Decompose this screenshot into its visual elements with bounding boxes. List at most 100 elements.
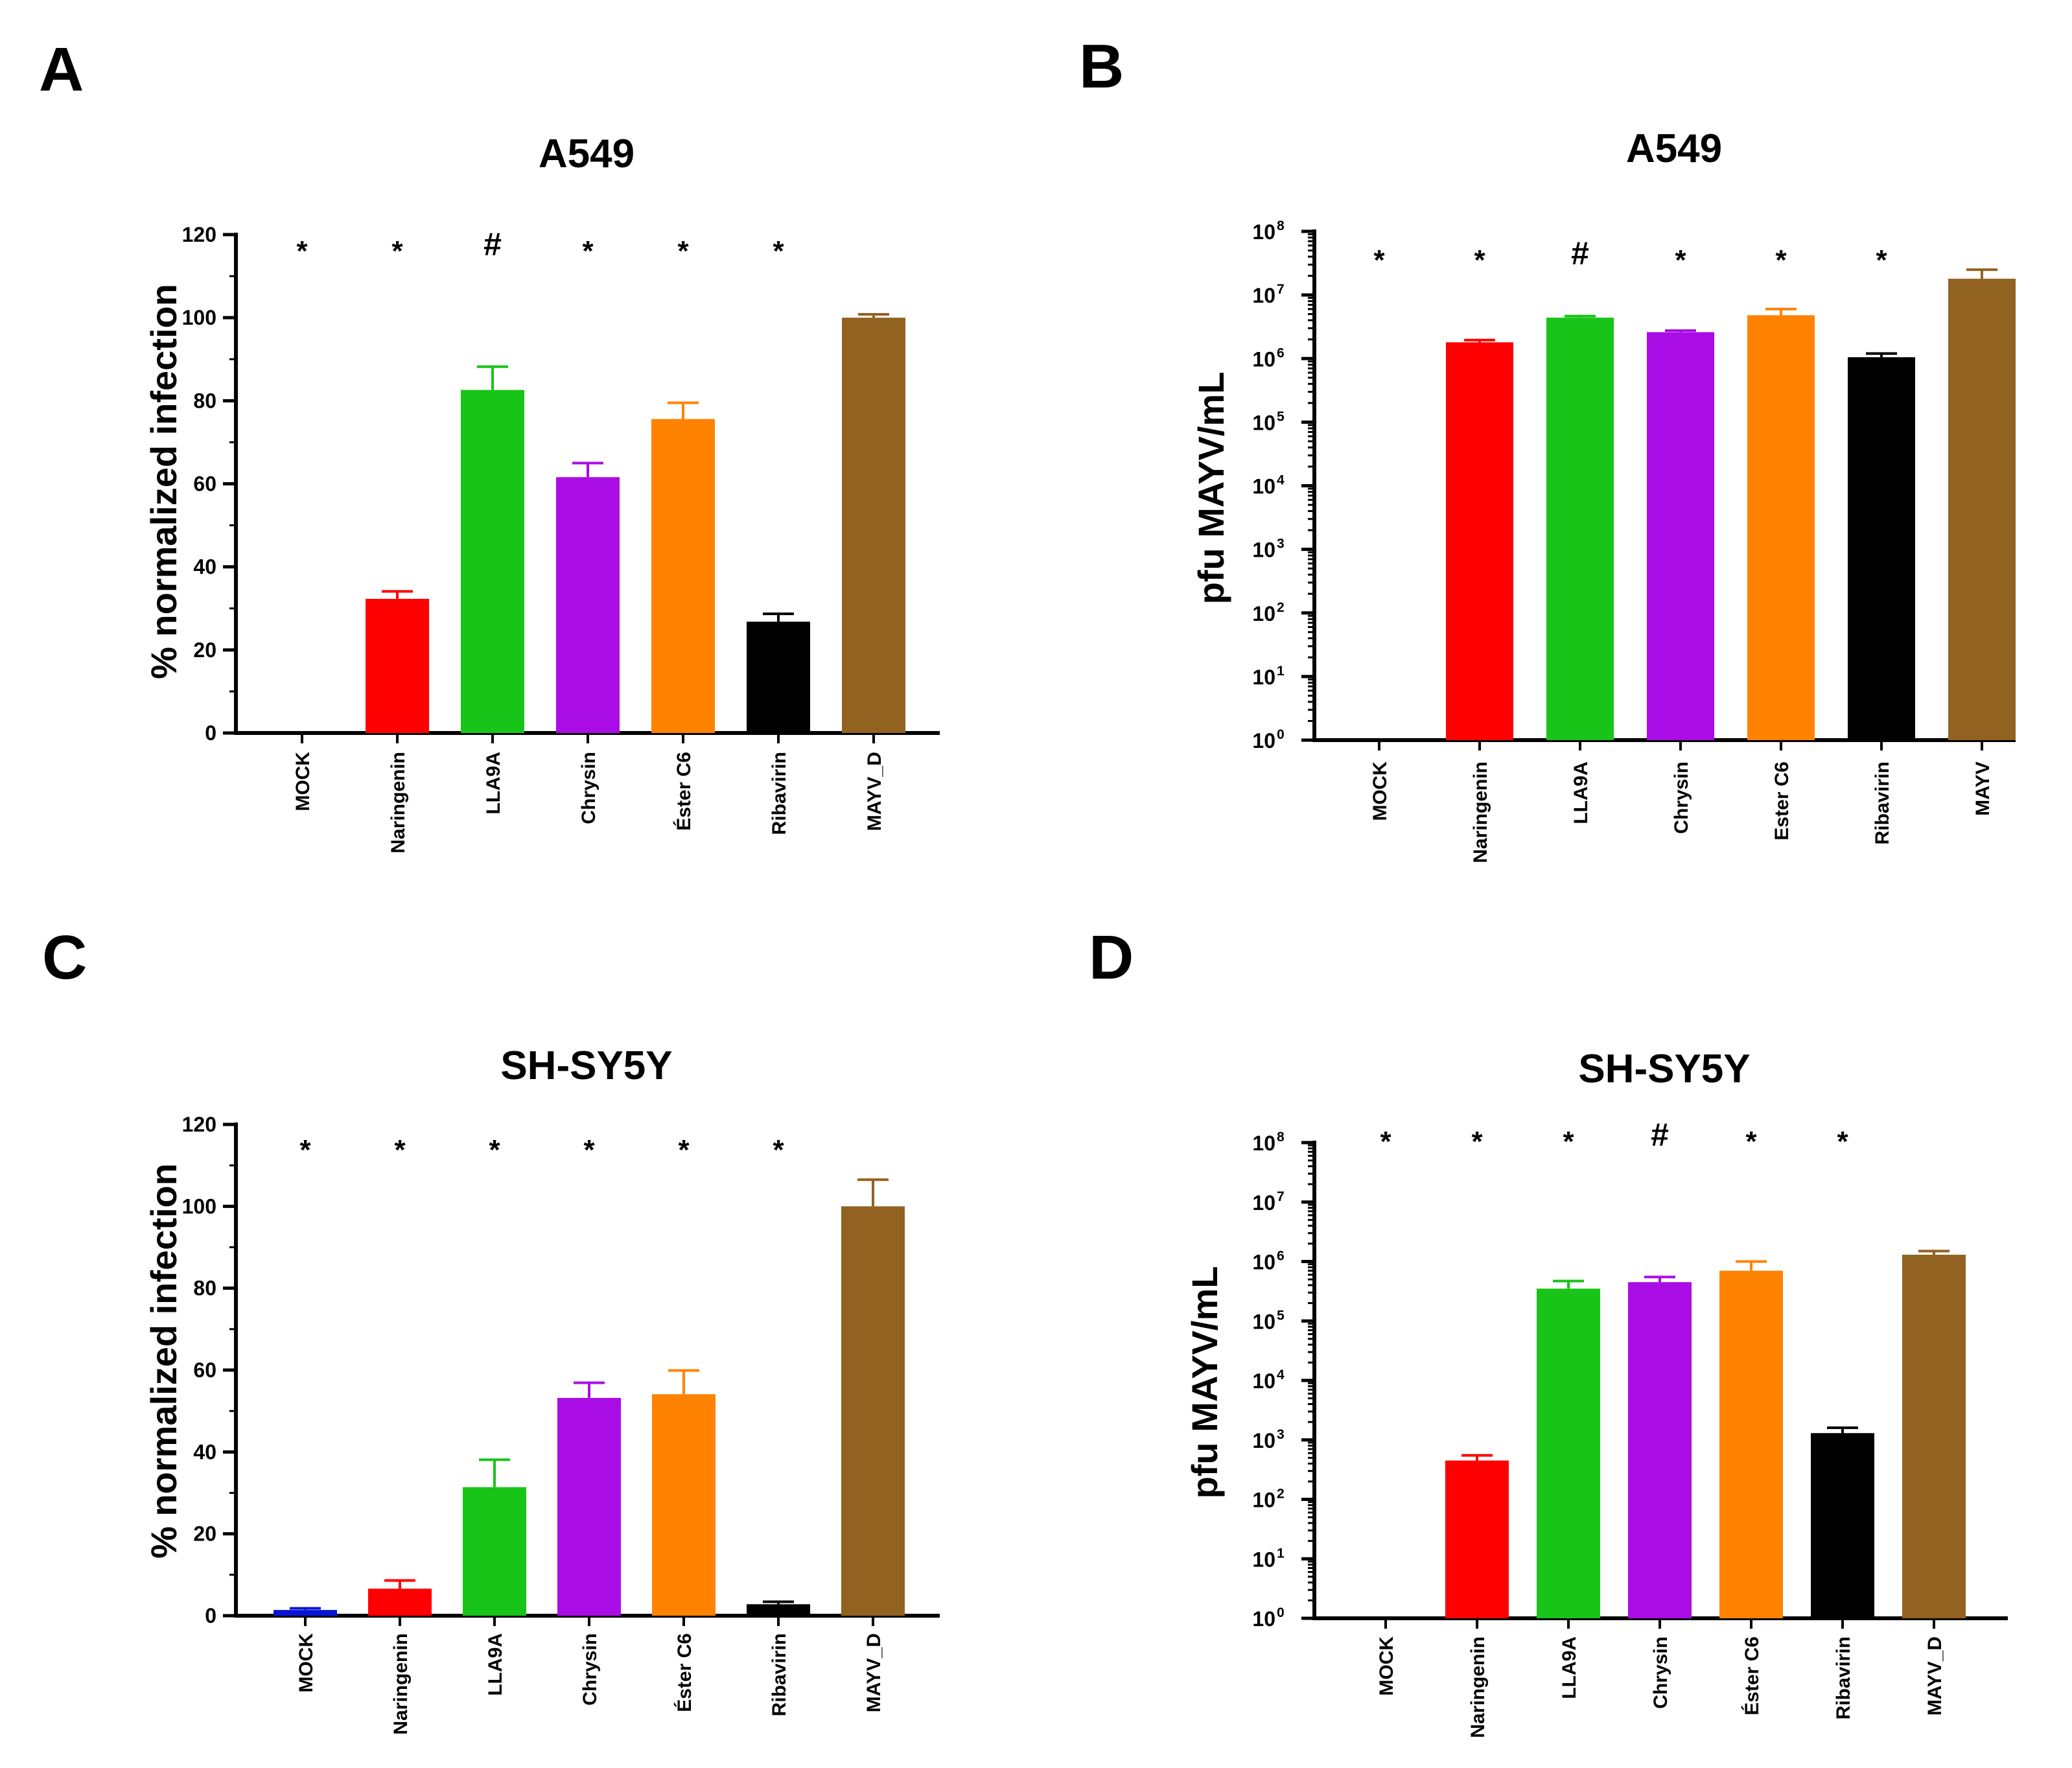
x-tick-label: MAYV — [1972, 762, 1994, 816]
y-tick-exponent: 5 — [1277, 1308, 1285, 1323]
x-tick-label: Chrysin — [578, 752, 599, 824]
x-tick-label: LLA9A — [1570, 762, 1592, 824]
y-tick-label: 10 — [1252, 220, 1275, 244]
significance-mark: * — [678, 1134, 690, 1166]
bar-naringenin — [1445, 1460, 1509, 1618]
significance-mark: * — [1474, 244, 1485, 276]
y-tick-exponent: 2 — [1277, 1487, 1285, 1502]
bar-naringenin — [368, 1588, 432, 1616]
bar-lla9a — [461, 390, 524, 733]
bar--ster-c6 — [651, 419, 715, 733]
y-tick-exponent: 7 — [1277, 1189, 1285, 1204]
y-tick-exponent: 4 — [1277, 473, 1285, 488]
x-tick-label: MAYV_D — [863, 1633, 885, 1712]
bar-ribavirin — [747, 622, 810, 733]
y-tick-label: 10 — [1252, 1191, 1275, 1215]
x-tick-label: Chrysin — [579, 1633, 601, 1706]
y-tick-exponent: 2 — [1277, 600, 1285, 615]
significance-mark: * — [773, 1134, 784, 1166]
bar-mayv-d — [841, 1206, 905, 1616]
significance-mark: * — [1876, 244, 1887, 276]
significance-mark: * — [394, 1134, 406, 1166]
x-tick-label: MOCK — [292, 752, 314, 811]
x-tick-label: Naringenin — [1470, 762, 1491, 863]
significance-mark: * — [1471, 1126, 1483, 1157]
x-tick-label: Éster C6 — [673, 752, 695, 831]
bar-chrysin — [1647, 332, 1714, 740]
bar-chrysin — [556, 477, 620, 733]
chart-title-b: A549 — [1626, 126, 1722, 171]
bar-mayv-d — [842, 318, 905, 734]
y-tick-label: 10 — [1252, 284, 1275, 307]
x-tick-label: Chrysin — [1671, 762, 1692, 834]
y-tick-label: 10 — [1252, 1310, 1275, 1333]
x-tick-label: Naringenin — [388, 752, 409, 854]
significance-mark: * — [1775, 244, 1787, 276]
y-axis-label-d: pfu MAYV/mL — [1184, 1266, 1225, 1499]
x-tick-label: Ribavirin — [769, 1633, 790, 1716]
significance-mark: # — [1571, 235, 1589, 272]
x-tick-label: Naringenin — [1467, 1636, 1489, 1738]
y-tick-label: 100 — [182, 1194, 216, 1218]
y-tick-label: 10 — [1252, 1429, 1275, 1452]
y-tick-label: 60 — [193, 472, 216, 496]
significance-mark: * — [583, 1134, 595, 1166]
significance-mark: # — [483, 226, 502, 262]
y-tick-exponent: 0 — [1277, 1605, 1285, 1620]
y-tick-label: 0 — [205, 721, 216, 745]
bar-naringenin — [366, 599, 429, 733]
significance-mark: * — [489, 1134, 500, 1166]
y-tick-exponent: 1 — [1277, 1546, 1285, 1561]
y-tick-label: 40 — [193, 1440, 216, 1463]
x-tick-label: MAYV_D — [864, 752, 885, 831]
bar--ster-c6 — [652, 1394, 716, 1616]
bar-naringenin — [1446, 342, 1513, 740]
y-tick-exponent: 3 — [1277, 537, 1285, 552]
significance-mark: * — [1745, 1126, 1757, 1157]
plot-area-c: 0 20 40 60 80 100 120 * MOCK * Naringenin * LLA9A * Ch… — [182, 1113, 940, 1735]
y-tick-label: 10 — [1252, 1548, 1275, 1571]
x-tick-label: LLA9A — [485, 1633, 506, 1696]
significance-mark: * — [391, 235, 403, 267]
y-tick-label: 10 — [1252, 475, 1275, 498]
y-tick-exponent: 8 — [1277, 218, 1285, 233]
significance-mark: * — [1563, 1126, 1574, 1157]
y-axis-label-a: % normalized infection — [143, 284, 184, 679]
y-tick-label: 20 — [193, 1522, 216, 1546]
x-tick-label: Ribavirin — [1833, 1636, 1854, 1719]
x-tick-label: MOCK — [1376, 1636, 1397, 1696]
significance-mark: * — [1380, 1126, 1391, 1157]
y-tick-label: 80 — [193, 389, 216, 412]
panel-letter-d: D — [1089, 923, 1134, 992]
chart-title-d: SH-SY5Y — [1578, 1047, 1750, 1091]
x-tick-label: Ester C6 — [1771, 762, 1793, 841]
bar-lla9a — [1546, 318, 1614, 740]
bar-mayv-d — [1902, 1255, 1966, 1618]
y-tick-label: 10 — [1252, 729, 1275, 752]
significance-mark: * — [1837, 1126, 1848, 1157]
bar-ribavirin — [1811, 1433, 1874, 1618]
bar--ster-c6 — [1719, 1270, 1783, 1618]
y-tick-exponent: 6 — [1277, 345, 1285, 360]
y-tick-label: 10 — [1252, 1369, 1275, 1393]
y-tick-exponent: 7 — [1277, 282, 1285, 297]
y-tick-exponent: 8 — [1277, 1130, 1285, 1145]
y-tick-exponent: 5 — [1277, 409, 1285, 424]
y-tick-label: 100 — [182, 306, 216, 329]
chart-title-c: SH-SY5Y — [500, 1043, 672, 1088]
x-tick-label: Ribavirin — [769, 752, 790, 835]
y-tick-label: 80 — [193, 1277, 216, 1300]
x-tick-label: Éster C6 — [1741, 1636, 1763, 1716]
bar-lla9a — [463, 1487, 526, 1616]
y-axis-label-b: pfu MAYV/mL — [1191, 372, 1231, 605]
y-tick-label: 10 — [1252, 1132, 1275, 1155]
y-tick-label: 120 — [182, 223, 216, 246]
significance-mark: * — [773, 235, 784, 267]
y-tick-label: 20 — [193, 638, 216, 662]
significance-mark: * — [299, 1134, 311, 1166]
x-tick-label: MAYV_D — [1924, 1636, 1946, 1716]
x-tick-label: MOCK — [1369, 762, 1391, 821]
